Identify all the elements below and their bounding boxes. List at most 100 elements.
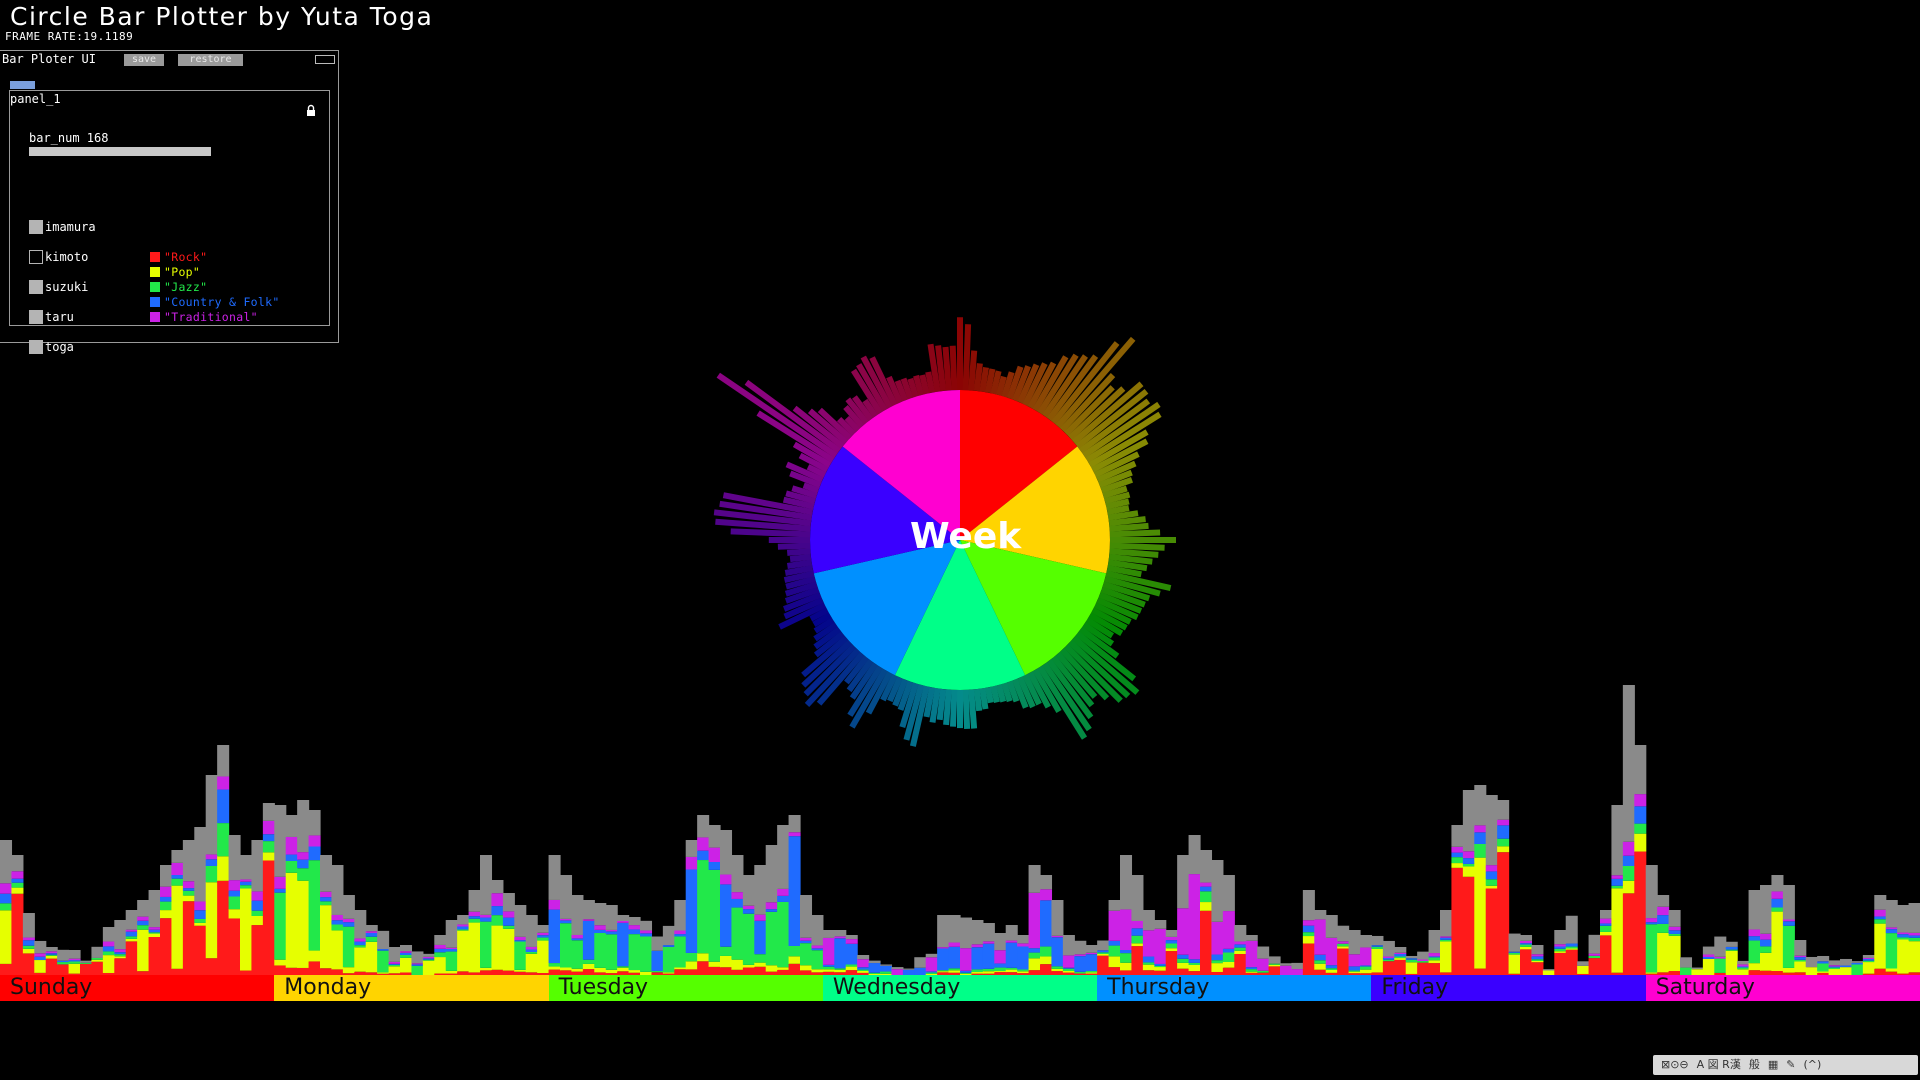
bar-segment: [114, 956, 127, 959]
bar-segment: [1085, 973, 1098, 975]
bar-segment: [1828, 969, 1841, 975]
bar-segment: [1680, 967, 1693, 975]
bar-segment: [1760, 946, 1773, 953]
bar-segment-other: [205, 775, 218, 855]
radial-bar: [1063, 385, 1115, 437]
week-pie-wedge-sunday: [960, 390, 1078, 540]
hour-bar: [960, 917, 973, 975]
bar-segment: [1268, 963, 1281, 965]
restore-button[interactable]: restore: [178, 54, 243, 66]
bar-segment: [662, 945, 675, 947]
hour-bar: [1382, 940, 1395, 975]
bar-segment-other: [80, 960, 93, 963]
bar-segment: [502, 917, 515, 926]
bar-segment-other: [1222, 875, 1235, 912]
bar-segment: [1360, 969, 1373, 974]
bar-segment: [217, 856, 230, 881]
bar-segment: [742, 964, 755, 968]
bar-segment: [971, 969, 984, 973]
hour-bar: [480, 855, 493, 975]
radial-bar: [789, 553, 812, 563]
bar-segment: [1657, 972, 1670, 975]
bar-segment: [468, 911, 481, 917]
radial-bar: [1096, 460, 1137, 483]
tray-item-1[interactable]: A 図 R漢: [1696, 1058, 1741, 1071]
bar-segment: [102, 972, 115, 975]
bar-num-slider[interactable]: [29, 147, 211, 156]
bar-segment: [1120, 909, 1133, 950]
bar-segment: [765, 965, 778, 972]
checkbox-box[interactable]: [29, 280, 43, 294]
checkbox-box[interactable]: [29, 220, 43, 234]
bar-segment: [1885, 929, 1898, 934]
checkbox-box[interactable]: [29, 250, 43, 264]
bar-segment: [845, 966, 858, 971]
bar-segment: [1485, 879, 1498, 886]
bar-segment: [1497, 838, 1510, 847]
tray-item-2[interactable]: 般: [1748, 1058, 1760, 1071]
bar-segment-other: [708, 825, 721, 848]
bar-segment-other: [834, 930, 847, 937]
hour-bar: [1794, 940, 1807, 975]
checkbox-box[interactable]: [29, 340, 43, 354]
tray-item-4[interactable]: ✎: [1786, 1058, 1796, 1071]
bar-segment: [1211, 971, 1224, 975]
bar-segment: [1222, 952, 1235, 962]
bar-segment: [994, 967, 1007, 972]
bar-segment: [1645, 922, 1658, 925]
radial-bar: [1098, 592, 1143, 614]
bar-segment: [445, 947, 458, 950]
bar-segment: [182, 895, 195, 902]
hour-bar: [537, 925, 550, 975]
bar-segment: [217, 789, 230, 824]
bar-segment: [685, 969, 698, 975]
bar-segment: [342, 973, 355, 975]
hour-bar: [1314, 910, 1327, 975]
bar-segment: [1337, 941, 1350, 944]
bar-segment-other: [582, 900, 595, 920]
collapse-window-button[interactable]: [315, 55, 335, 64]
bar-segment: [1120, 962, 1133, 971]
ui-titlebar[interactable]: Bar Ploter UI save restore: [0, 51, 338, 67]
tray-item-5[interactable]: (^): [1803, 1058, 1822, 1071]
bar-segment: [1028, 952, 1041, 959]
bar-segment: [297, 859, 310, 869]
tray-item-0[interactable]: ⊠⊙⊖: [1661, 1058, 1689, 1071]
bar-segment: [651, 972, 664, 975]
radial-bar: [1108, 553, 1153, 565]
lock-icon[interactable]: [304, 104, 318, 118]
bar-segment: [1600, 931, 1613, 936]
save-button[interactable]: save: [124, 54, 164, 66]
bar-segment-other: [948, 915, 961, 943]
bar-segment: [388, 966, 401, 974]
bar-segment: [1440, 937, 1453, 940]
bar-segment: [1245, 967, 1258, 970]
bar-segment: [1142, 930, 1155, 957]
bar-segment: [205, 865, 218, 883]
bar-segment: [1737, 966, 1750, 968]
checkbox-box[interactable]: [29, 310, 43, 324]
hour-bar: [685, 840, 698, 975]
panel-1: panel_1 bar_num 168 imamura kimoto suzuki t…: [9, 90, 330, 354]
radial-bar: [1042, 354, 1088, 418]
bar-segment: [1074, 973, 1087, 975]
hour-bar: [1840, 958, 1853, 975]
bar-segment-other: [102, 927, 115, 942]
bar-segment: [822, 966, 835, 970]
bar-segment: [765, 909, 778, 912]
bar-segment: [1348, 954, 1361, 967]
bar-segment: [960, 948, 973, 971]
bar-segment: [1325, 972, 1338, 975]
bar-segment: [285, 854, 298, 861]
panel-tab-handle[interactable]: [10, 81, 35, 89]
week-pie-wedge-tuesday: [960, 540, 1107, 676]
radial-bar: [919, 374, 930, 395]
hour-bar: [1280, 963, 1293, 975]
radial-bar: [973, 688, 983, 712]
bar-segment: [662, 946, 675, 973]
bar-segment: [1268, 966, 1281, 975]
hour-bar: [914, 957, 927, 975]
bar-segment-other: [137, 900, 150, 917]
bar-segment: [502, 925, 515, 929]
tray-item-3[interactable]: ▦: [1767, 1058, 1779, 1071]
